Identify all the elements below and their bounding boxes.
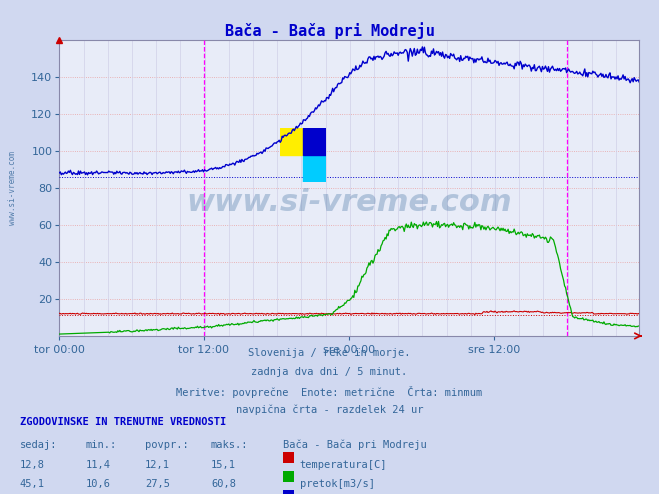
Text: temperatura[C]: temperatura[C] (300, 460, 387, 470)
Text: www.si-vreme.com: www.si-vreme.com (186, 188, 512, 217)
Text: 12,8: 12,8 (20, 460, 45, 470)
Text: sedaj:: sedaj: (20, 440, 57, 450)
Text: 15,1: 15,1 (211, 460, 236, 470)
Text: Bača - Bača pri Modreju: Bača - Bača pri Modreju (225, 22, 434, 39)
Text: 12,1: 12,1 (145, 460, 170, 470)
Text: min.:: min.: (86, 440, 117, 450)
Text: 60,8: 60,8 (211, 479, 236, 489)
Text: www.si-vreme.com: www.si-vreme.com (8, 151, 17, 225)
Text: pretok[m3/s]: pretok[m3/s] (300, 479, 375, 489)
Text: povpr.:: povpr.: (145, 440, 188, 450)
Text: ZGODOVINSKE IN TRENUTNE VREDNOSTI: ZGODOVINSKE IN TRENUTNE VREDNOSTI (20, 417, 226, 427)
Text: navpična črta - razdelek 24 ur: navpična črta - razdelek 24 ur (236, 405, 423, 415)
Text: Bača - Bača pri Modreju: Bača - Bača pri Modreju (283, 440, 427, 450)
Text: 45,1: 45,1 (20, 479, 45, 489)
Text: 11,4: 11,4 (86, 460, 111, 470)
Text: Slovenija / reke in morje.: Slovenija / reke in morje. (248, 348, 411, 358)
Text: zadnja dva dni / 5 minut.: zadnja dva dni / 5 minut. (251, 367, 408, 377)
Text: maks.:: maks.: (211, 440, 248, 450)
Text: 10,6: 10,6 (86, 479, 111, 489)
Text: 27,5: 27,5 (145, 479, 170, 489)
Text: Meritve: povprečne  Enote: metrične  Črta: minmum: Meritve: povprečne Enote: metrične Črta:… (177, 386, 482, 398)
